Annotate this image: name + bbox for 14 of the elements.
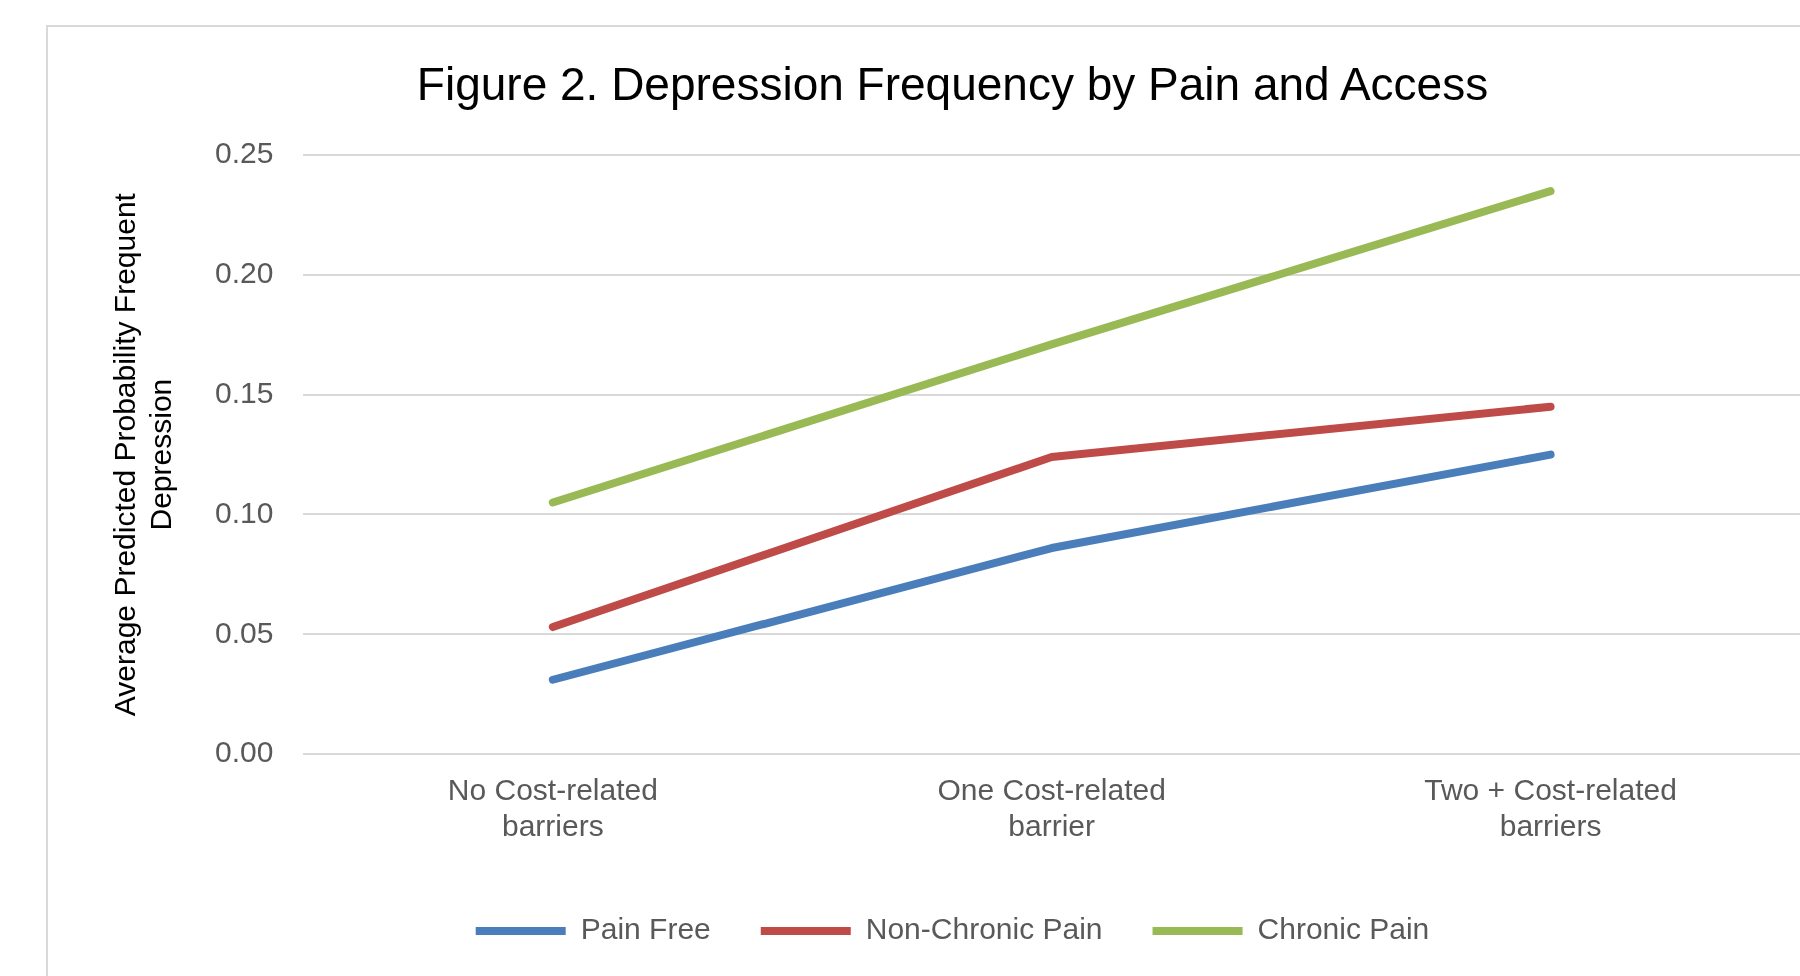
y-tick-label: 0.00 [215, 735, 274, 769]
x-tick-label: One Cost-related barrier [937, 773, 1166, 843]
x-tick-label: Two + Cost-related barriers [1424, 773, 1677, 843]
y-axis-title: Average Predicted Probability Frequent Depression [108, 192, 178, 717]
x-tick-label: No Cost-related barriers [447, 773, 658, 843]
y-tick-label: 0.15 [215, 375, 274, 409]
legend-label: Pain Free [580, 912, 711, 946]
legend-label: Chronic Pain [1257, 912, 1430, 946]
legend-label: Non-Chronic Pain [865, 912, 1103, 946]
y-tick-label: 0.20 [215, 256, 274, 290]
y-tick-label: 0.25 [215, 136, 274, 170]
y-tick-label: 0.05 [215, 615, 274, 649]
y-tick-label: 0.10 [215, 495, 274, 529]
chart-title: Figure 2. Depression Frequency by Pain and Access [416, 58, 1489, 111]
